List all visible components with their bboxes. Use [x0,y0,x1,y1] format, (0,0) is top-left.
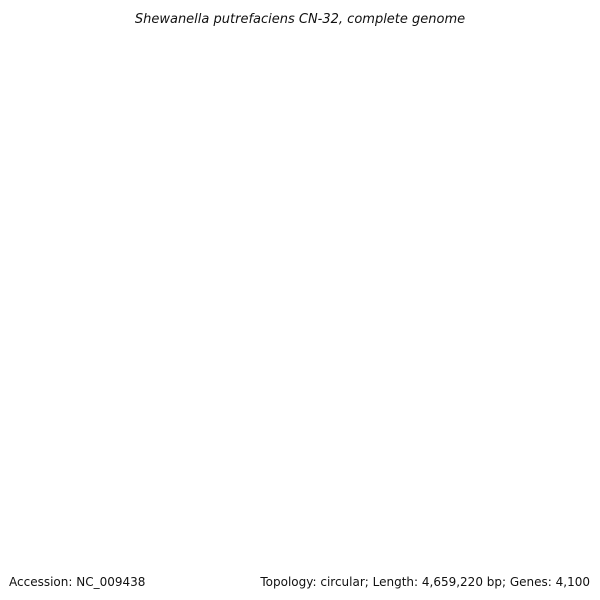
topology-summary: Topology: circular; Length: 4,659,220 bp… [259,575,590,589]
accession-text: Accession: NC_009438 [9,575,145,589]
map-title: Shewanella putrefaciens CN-32, complete … [135,12,465,27]
